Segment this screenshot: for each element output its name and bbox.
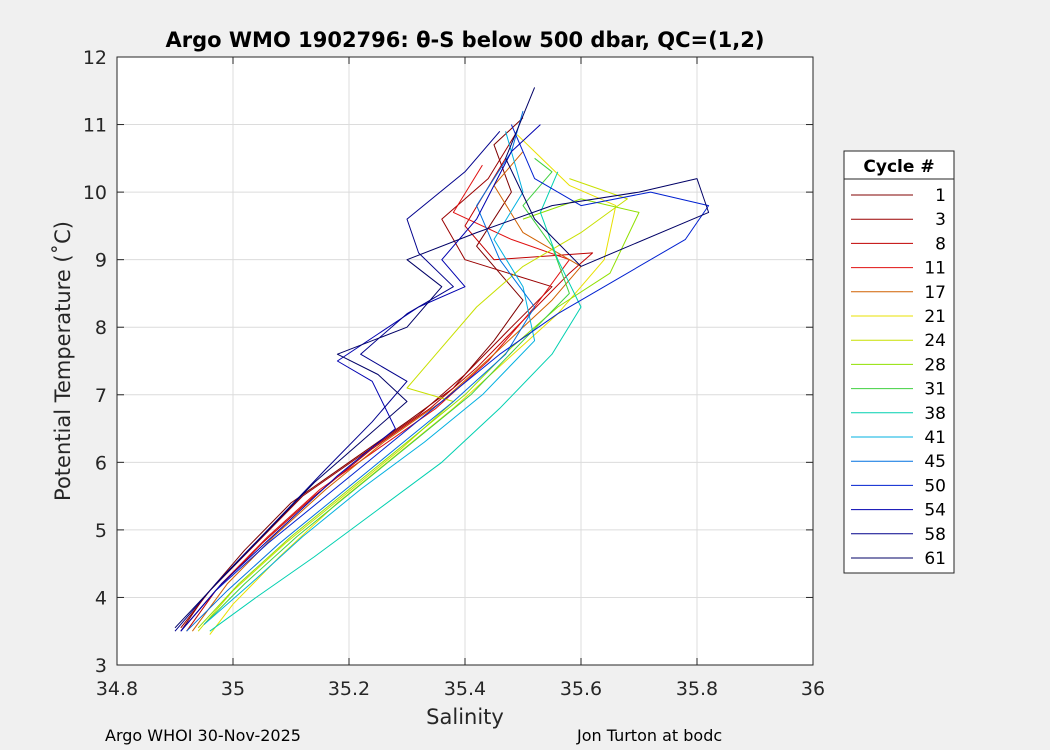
series-line-cycle-24 <box>197 178 628 632</box>
footer-left: Argo WHOI 30-Nov-2025 <box>105 726 301 745</box>
legend-label: 50 <box>924 476 946 496</box>
series-line-cycle-50 <box>180 124 710 632</box>
legend-label: 21 <box>924 307 946 327</box>
legend-label: 24 <box>924 331 946 351</box>
chart-title: Argo WMO 1902796: θ-S below 500 dbar, QC… <box>166 28 765 52</box>
x-tick-label: 35 <box>221 678 245 700</box>
legend-label: 41 <box>924 428 946 448</box>
x-tick-label: 35.4 <box>444 678 486 700</box>
x-tick-label: 34.8 <box>96 678 138 700</box>
series-line-cycle-31 <box>203 157 570 625</box>
series-line-cycle-21 <box>209 134 617 635</box>
y-tick-label: 6 <box>95 452 107 474</box>
series-line-cycle-3 <box>180 131 553 629</box>
y-tick-label: 5 <box>95 520 107 542</box>
legend-label: 31 <box>924 380 946 400</box>
legend-label: 38 <box>924 404 946 424</box>
x-tick-label: 35.6 <box>560 678 602 700</box>
y-tick-label: 7 <box>95 385 107 407</box>
x-tick-label: 35.8 <box>676 678 718 700</box>
y-tick-label: 3 <box>95 655 107 677</box>
legend-title: Cycle # <box>863 157 934 177</box>
series-line-cycle-54 <box>180 124 541 632</box>
legend-label: 54 <box>924 501 946 521</box>
series-line-cycle-45 <box>186 110 536 632</box>
legend-label: 1 <box>935 186 946 206</box>
series-line-cycle-38 <box>209 171 582 632</box>
series-line-cycle-41 <box>203 131 536 625</box>
y-tick-label: 8 <box>95 317 107 339</box>
legend-label: 8 <box>935 234 946 254</box>
legend-label: 58 <box>924 525 946 545</box>
legend-label: 28 <box>924 355 946 375</box>
legend-box <box>843 150 955 574</box>
series-line-cycle-28 <box>197 198 640 629</box>
x-tick-label: 36 <box>801 678 825 700</box>
series-line-cycle-61 <box>174 87 710 629</box>
series-layer <box>174 87 710 635</box>
x-axis-label: Salinity <box>426 705 504 729</box>
y-axis-label: Potential Temperature (˚C) <box>51 221 75 501</box>
x-tick-label: 35.2 <box>328 678 370 700</box>
legend-label: 11 <box>924 259 946 279</box>
y-tick-label: 10 <box>83 182 107 204</box>
y-tick-label: 9 <box>95 250 107 272</box>
footer-right: Jon Turton at bodc <box>576 726 722 745</box>
legend-label: 3 <box>935 210 946 230</box>
y-tick-label: 4 <box>95 587 107 609</box>
y-tick-label: 12 <box>83 47 107 69</box>
series-line-cycle-8 <box>186 158 594 632</box>
y-tick-label: 11 <box>83 115 107 137</box>
axis-ticks: 34.8 35 35.2 35.4 35.6 35.8 36 3 4 5 6 7 8 9 10 11 12 <box>83 47 825 700</box>
legend-label: 61 <box>924 549 946 569</box>
legend-label: 45 <box>924 452 946 472</box>
legend-label: 17 <box>924 283 946 303</box>
